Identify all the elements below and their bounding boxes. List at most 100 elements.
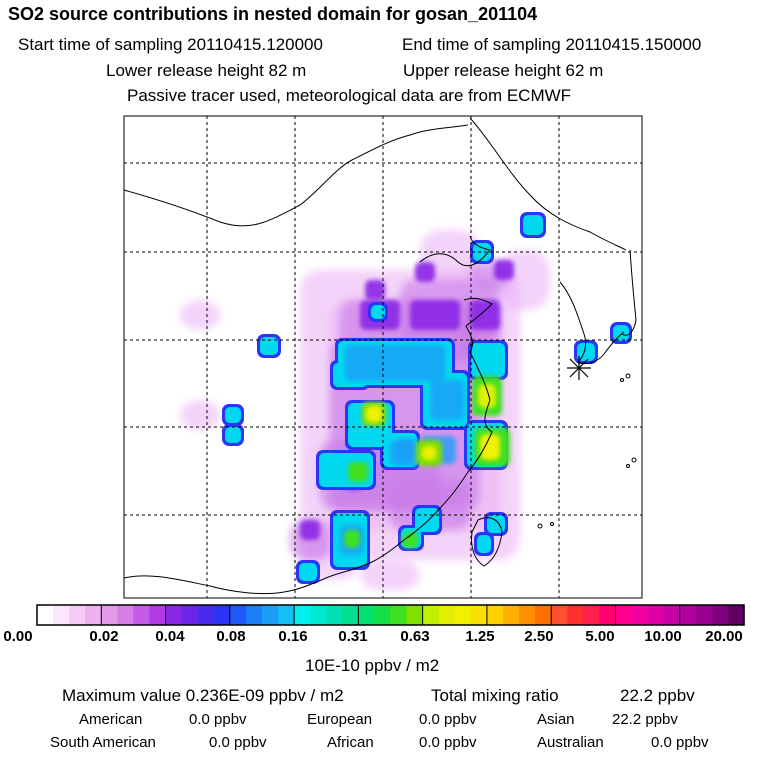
colorbar-cell bbox=[229, 605, 247, 625]
plume-cell bbox=[430, 380, 464, 420]
colorbar-tick: 5.00 bbox=[585, 628, 615, 645]
colorbar-cell bbox=[567, 605, 584, 625]
region-value: 22.2 ppbv bbox=[612, 711, 678, 728]
colorbar-tick: 0.31 bbox=[338, 628, 368, 645]
colorbar-cell bbox=[197, 605, 215, 625]
colorbar-cell bbox=[631, 605, 649, 625]
upper-height-label: Upper release height 62 m bbox=[403, 61, 604, 80]
end-time-label: End time of sampling 20110415.150000 bbox=[402, 35, 702, 54]
plume-cell bbox=[470, 300, 500, 330]
plume-cell bbox=[365, 280, 385, 300]
map-frame bbox=[123, 115, 643, 599]
colorbar-cell bbox=[342, 605, 359, 625]
coastline-japan bbox=[621, 249, 637, 336]
colorbar-cell bbox=[422, 605, 440, 625]
plume-cell bbox=[299, 563, 317, 581]
coastline bbox=[123, 117, 637, 595]
colorbar-tick: 0.63 bbox=[400, 628, 430, 645]
colorbar-cell bbox=[438, 605, 456, 625]
region-name: Asian bbox=[537, 711, 575, 728]
plume-cell bbox=[477, 535, 491, 553]
plume-cell bbox=[523, 215, 543, 235]
colorbar-cell bbox=[502, 605, 520, 625]
receptor-marker bbox=[567, 356, 591, 380]
colorbar-tick: 0.00 bbox=[3, 628, 33, 645]
region-value: 0.0 ppbv bbox=[209, 734, 267, 751]
colorbar-cell bbox=[727, 605, 745, 625]
colorbar-cell bbox=[37, 605, 54, 625]
colorbar-cell bbox=[165, 605, 183, 625]
colorbar-cell bbox=[101, 605, 118, 625]
coastline-shandong bbox=[463, 297, 493, 353]
plume-cell bbox=[473, 243, 491, 261]
plume-cell bbox=[390, 440, 420, 466]
plume-cell bbox=[415, 262, 435, 282]
colorbar-cell bbox=[470, 605, 488, 625]
plume-cell bbox=[480, 434, 500, 460]
plume-cell bbox=[300, 520, 320, 540]
colorbar-cell bbox=[149, 605, 167, 625]
colorbar-cell bbox=[326, 605, 343, 625]
region-name: American bbox=[79, 711, 143, 728]
coastline-taiwan bbox=[471, 517, 503, 567]
plume-cell bbox=[225, 427, 241, 443]
colorbar-cell bbox=[454, 605, 472, 625]
colorbar-cell bbox=[374, 605, 392, 625]
colorbar-tick: 2.50 bbox=[524, 628, 554, 645]
coastline-bohai bbox=[419, 235, 491, 267]
region-name: South American bbox=[50, 734, 156, 751]
region-name: European bbox=[307, 711, 373, 728]
colorbar-cell bbox=[181, 605, 199, 625]
plume-cell bbox=[613, 325, 629, 341]
region-name: Australian bbox=[537, 734, 604, 751]
total-mixing-value: 22.2 ppbv bbox=[620, 686, 695, 705]
region-value: 0.0 ppbv bbox=[419, 711, 477, 728]
colorbar-cell bbox=[133, 605, 151, 625]
colorbar-frame bbox=[36, 604, 745, 626]
colorbar-cell bbox=[406, 605, 424, 625]
colorbar-cell bbox=[117, 605, 135, 625]
max-value-label: Maximum value 0.236E-09 ppbv / m2 bbox=[62, 686, 344, 705]
colorbar-tick: 0.08 bbox=[216, 628, 246, 645]
plume-cell bbox=[371, 305, 385, 319]
colorbar-cell bbox=[294, 605, 311, 625]
coastline-north bbox=[123, 124, 469, 227]
plume-cell bbox=[494, 260, 514, 280]
colorbar-cell bbox=[261, 605, 279, 625]
plume-cell bbox=[345, 345, 445, 381]
colorbar-cell bbox=[245, 605, 263, 625]
colorbar-tick: 0.04 bbox=[155, 628, 185, 645]
plume-cell bbox=[422, 446, 436, 460]
colorbar-cell bbox=[69, 605, 86, 625]
plume-cell bbox=[478, 384, 496, 408]
region-name: African bbox=[327, 734, 374, 751]
plume-cell bbox=[225, 407, 241, 423]
islands bbox=[537, 373, 637, 529]
region-value: 0.0 ppbv bbox=[189, 711, 247, 728]
plume-cell bbox=[366, 406, 382, 422]
plume-cell bbox=[487, 515, 505, 533]
plume-cell bbox=[577, 343, 595, 361]
colorbar-cell bbox=[663, 605, 681, 625]
colorbar-cell bbox=[310, 605, 327, 625]
coastline-korea bbox=[559, 281, 625, 365]
colorbar-cell bbox=[551, 605, 568, 625]
colorbar-separators bbox=[100, 605, 681, 625]
colorbar-tick: 10.00 bbox=[644, 628, 682, 645]
colorbar-cell bbox=[599, 605, 617, 625]
plume-cell bbox=[348, 462, 368, 482]
colorbar-cell bbox=[695, 605, 713, 625]
colorbar-cell bbox=[358, 605, 376, 625]
plume-cell bbox=[260, 337, 278, 355]
colorbar-cell bbox=[615, 605, 633, 625]
colorbar-cell bbox=[711, 605, 729, 625]
colorbar-cell bbox=[390, 605, 408, 625]
plume-cell bbox=[471, 343, 505, 377]
plume-cell bbox=[344, 530, 360, 548]
region-value: 0.0 ppbv bbox=[419, 734, 477, 751]
chart-title: SO2 source contributions in nested domai… bbox=[8, 4, 538, 24]
start-time-label: Start time of sampling 20110415.120000 bbox=[18, 35, 323, 54]
plume-cell bbox=[360, 560, 420, 590]
tracer-label: Passive tracer used, meteorological data… bbox=[127, 86, 572, 105]
